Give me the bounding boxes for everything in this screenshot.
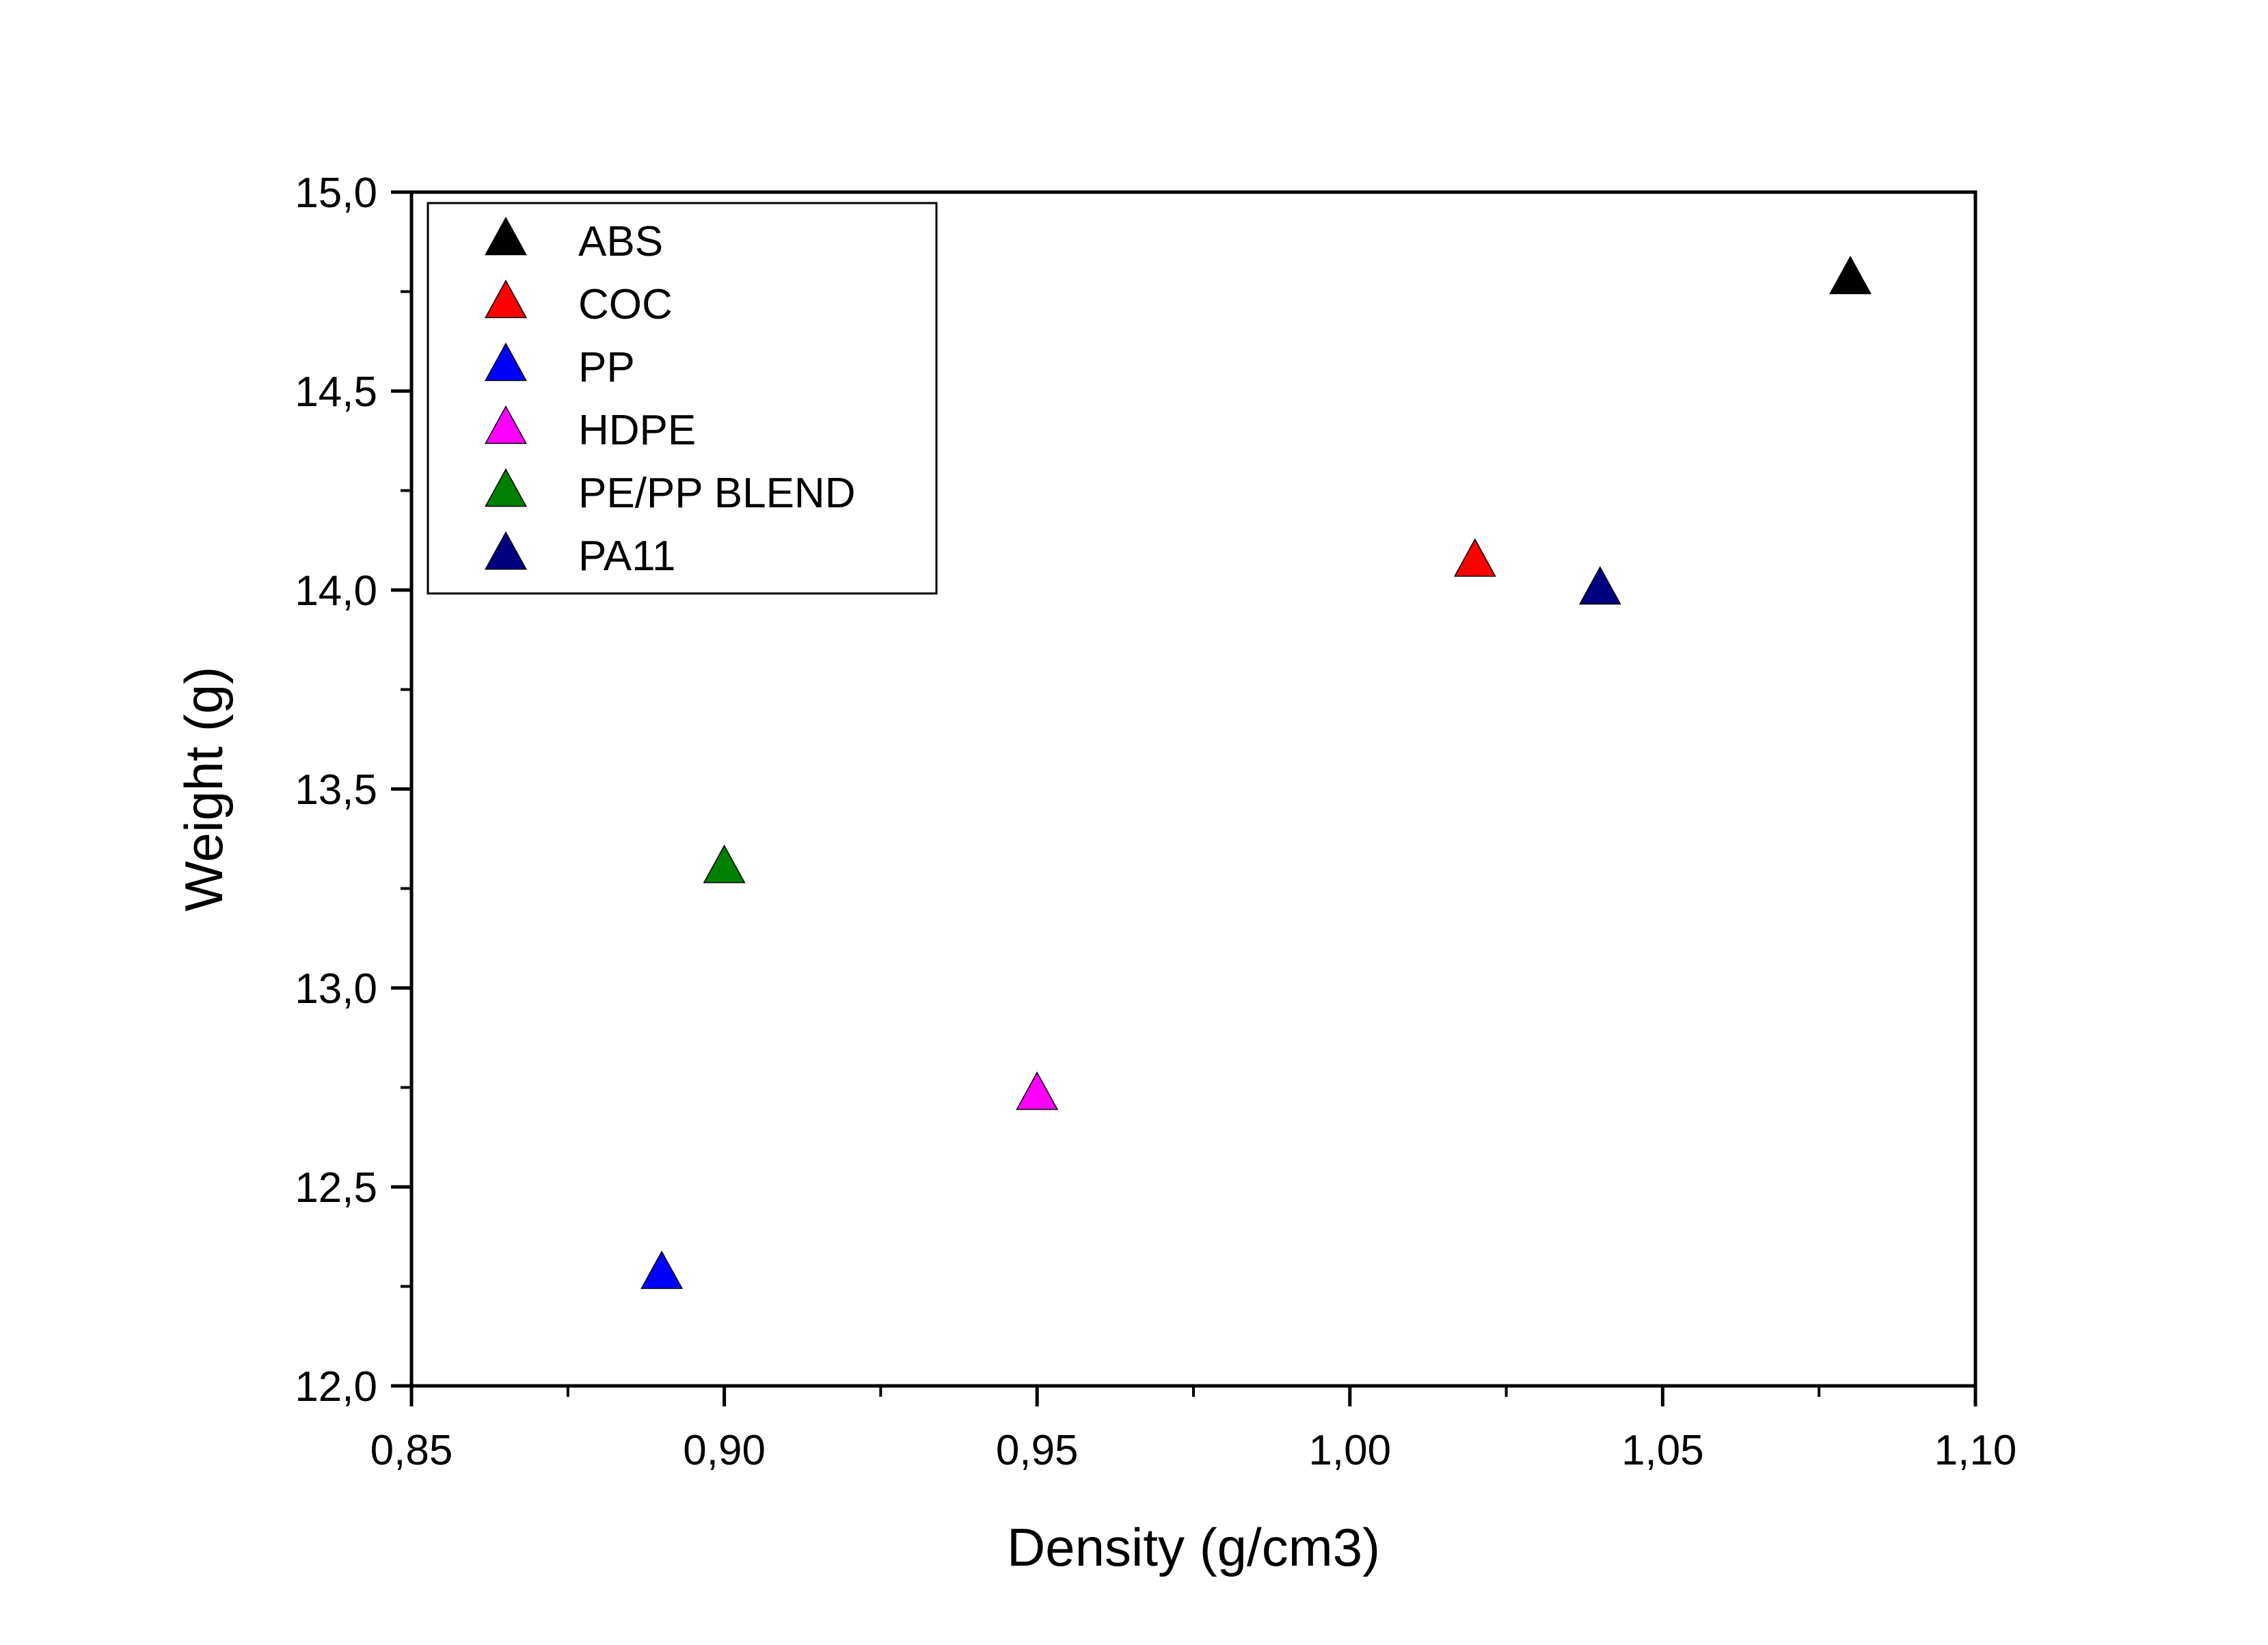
y-axis: 12,0 12,5 13,0 13,5 14,0 14,5 15,0 <box>295 170 411 1410</box>
legend-label: ABS <box>578 218 663 265</box>
y-tick-label: 15,0 <box>295 170 377 217</box>
data-points <box>640 256 1872 1289</box>
legend-marker <box>485 531 527 570</box>
legend: ABS COC PP HDPE PE/PP BLEND PA11 <box>427 202 938 595</box>
legend-label: COC <box>578 281 673 328</box>
legend-marker <box>485 468 527 507</box>
data-point <box>1578 565 1621 605</box>
x-tick-label: 1,00 <box>1308 1427 1391 1474</box>
data-point <box>1828 256 1872 295</box>
legend-marker <box>485 279 527 319</box>
y-tick-label: 14,0 <box>295 567 377 615</box>
y-tick-label: 13,0 <box>295 965 377 1013</box>
legend-label: PP <box>578 344 635 391</box>
x-tick-label: 1,10 <box>1934 1427 2017 1474</box>
legend-label: PE/PP BLEND <box>578 470 855 517</box>
y-tick-label: 14,5 <box>295 369 377 416</box>
y-axis-title: Weight (g) <box>174 667 234 911</box>
x-tick-label: 1,05 <box>1621 1427 1704 1474</box>
y-tick-label: 12,0 <box>295 1363 377 1410</box>
legend-label: PA11 <box>578 533 675 580</box>
data-point <box>1453 538 1496 577</box>
data-point <box>1016 1071 1059 1110</box>
legend-box <box>427 202 938 595</box>
legend-marker <box>485 405 527 444</box>
data-point <box>640 1251 684 1289</box>
x-tick-label: 0,85 <box>370 1427 453 1474</box>
legend-label: HDPE <box>578 407 696 454</box>
x-tick-label: 0,95 <box>996 1427 1079 1474</box>
legend-marker <box>485 342 527 382</box>
legend-marker <box>485 216 527 256</box>
data-point <box>703 844 746 883</box>
y-tick-label: 12,5 <box>295 1164 377 1212</box>
x-axis-title: Density (g/cm3) <box>1007 1517 1380 1577</box>
y-tick-label: 13,5 <box>295 766 377 814</box>
x-axis: 0,85 0,90 0,95 1,00 1,05 1,10 <box>370 1386 2017 1474</box>
x-tick-label: 0,90 <box>683 1427 766 1474</box>
